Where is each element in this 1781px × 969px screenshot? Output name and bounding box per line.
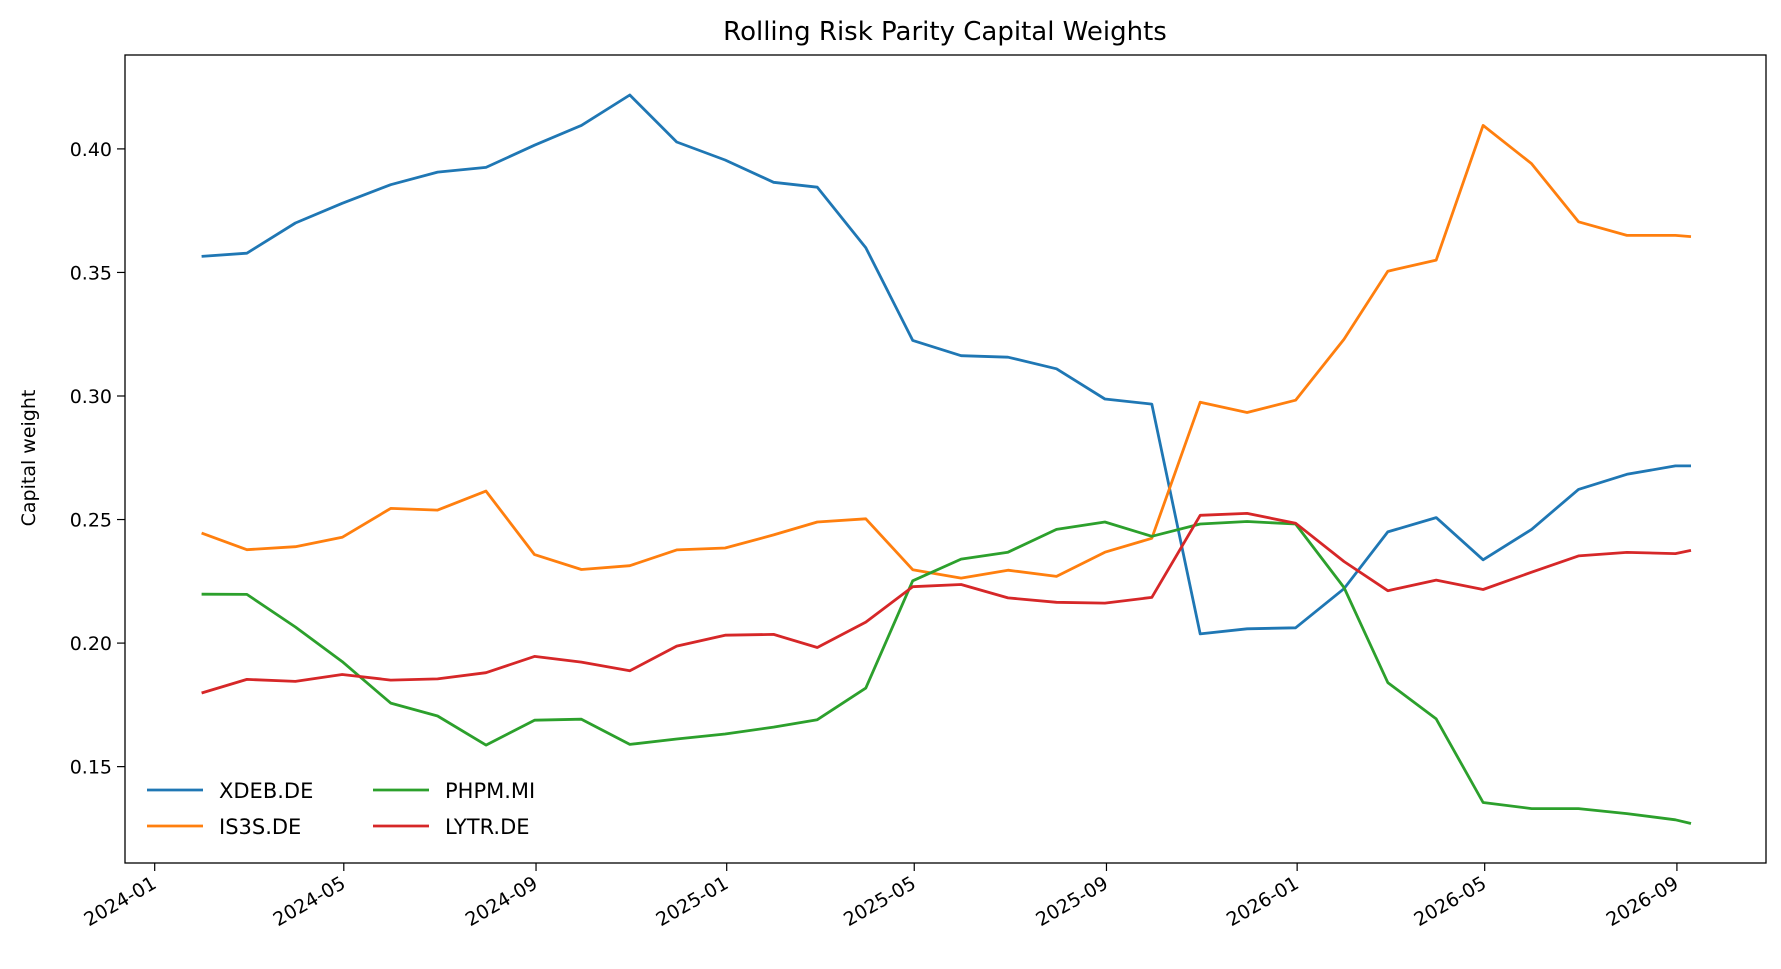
y-axis-label: Capital weight bbox=[18, 390, 40, 527]
y-tick-label: 0.30 bbox=[70, 386, 112, 408]
plot-lines bbox=[201, 93, 1692, 825]
y-tick-label: 0.15 bbox=[70, 757, 112, 779]
y-axis-ticks: 0.15 0.20 0.25 0.30 0.35 0.40 bbox=[70, 139, 125, 779]
chart-title: Rolling Risk Parity Capital Weights bbox=[723, 17, 1167, 47]
legend-label: IS3S.DE bbox=[219, 815, 301, 839]
y-tick-label: 0.20 bbox=[70, 633, 112, 655]
legend-label: XDEB.DE bbox=[219, 779, 313, 803]
y-tick-label: 0.35 bbox=[70, 262, 112, 284]
legend-label: PHPM.MI bbox=[445, 779, 535, 803]
series-line-lytr-de bbox=[201, 512, 1692, 695]
series-line-xdeb-de bbox=[201, 93, 1691, 636]
series-line-is3s-de bbox=[201, 124, 1692, 580]
y-tick-label: 0.25 bbox=[70, 510, 112, 532]
plot-frame bbox=[124, 54, 1767, 864]
legend: XDEB.DE IS3S.DE PHPM.MI LYTR.DE bbox=[147, 779, 535, 839]
series-line-phpm-mi bbox=[201, 520, 1692, 825]
legend-label: LYTR.DE bbox=[445, 815, 530, 839]
y-tick-label: 0.40 bbox=[70, 139, 112, 161]
